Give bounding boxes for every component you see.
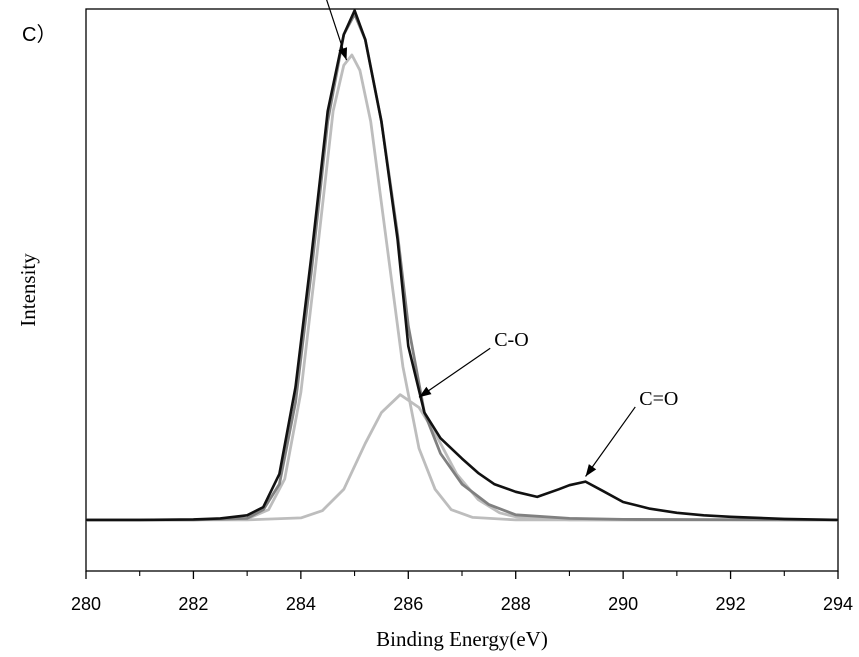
series-line-measured-0 — [86, 9, 839, 522]
annotation-arrowhead-2 — [585, 464, 597, 477]
annotation-arrow-line-1 — [418, 347, 491, 398]
annotation-arrowhead-1 — [419, 386, 432, 398]
series-line-component-3 — [86, 393, 838, 522]
annotation-arrowhead-0 — [338, 47, 348, 61]
annotation-label-1: C-O — [494, 329, 528, 351]
annotation-layer: C-CC-OC=O — [326, 0, 678, 477]
x-axis-ticks: 280 282 284 286 288 290 292 294 — [71, 571, 853, 614]
x-tick-label: 284 — [286, 594, 316, 614]
series-line-component-2 — [86, 53, 838, 522]
x-tick-label: 280 — [71, 594, 101, 614]
x-tick-label: 288 — [501, 594, 531, 614]
x-tick-label: 294 — [823, 594, 853, 614]
y-axis-label: Intensity — [16, 253, 40, 327]
x-tick-label: 292 — [716, 594, 746, 614]
x-tick-label: 286 — [393, 594, 423, 614]
series-layer — [86, 9, 839, 522]
x-tick-label: 282 — [178, 594, 208, 614]
plot-frame — [85, 8, 839, 572]
annotation-arrow-line-0 — [326, 0, 348, 61]
x-axis-label: Binding Energy(eV) — [376, 627, 548, 651]
annotation-arrow-line-2 — [585, 406, 636, 477]
series-line-envelope-1 — [86, 12, 839, 522]
panel-label: C） — [22, 23, 56, 46]
annotation-label-2: C=O — [639, 388, 678, 410]
x-tick-label: 290 — [608, 594, 638, 614]
